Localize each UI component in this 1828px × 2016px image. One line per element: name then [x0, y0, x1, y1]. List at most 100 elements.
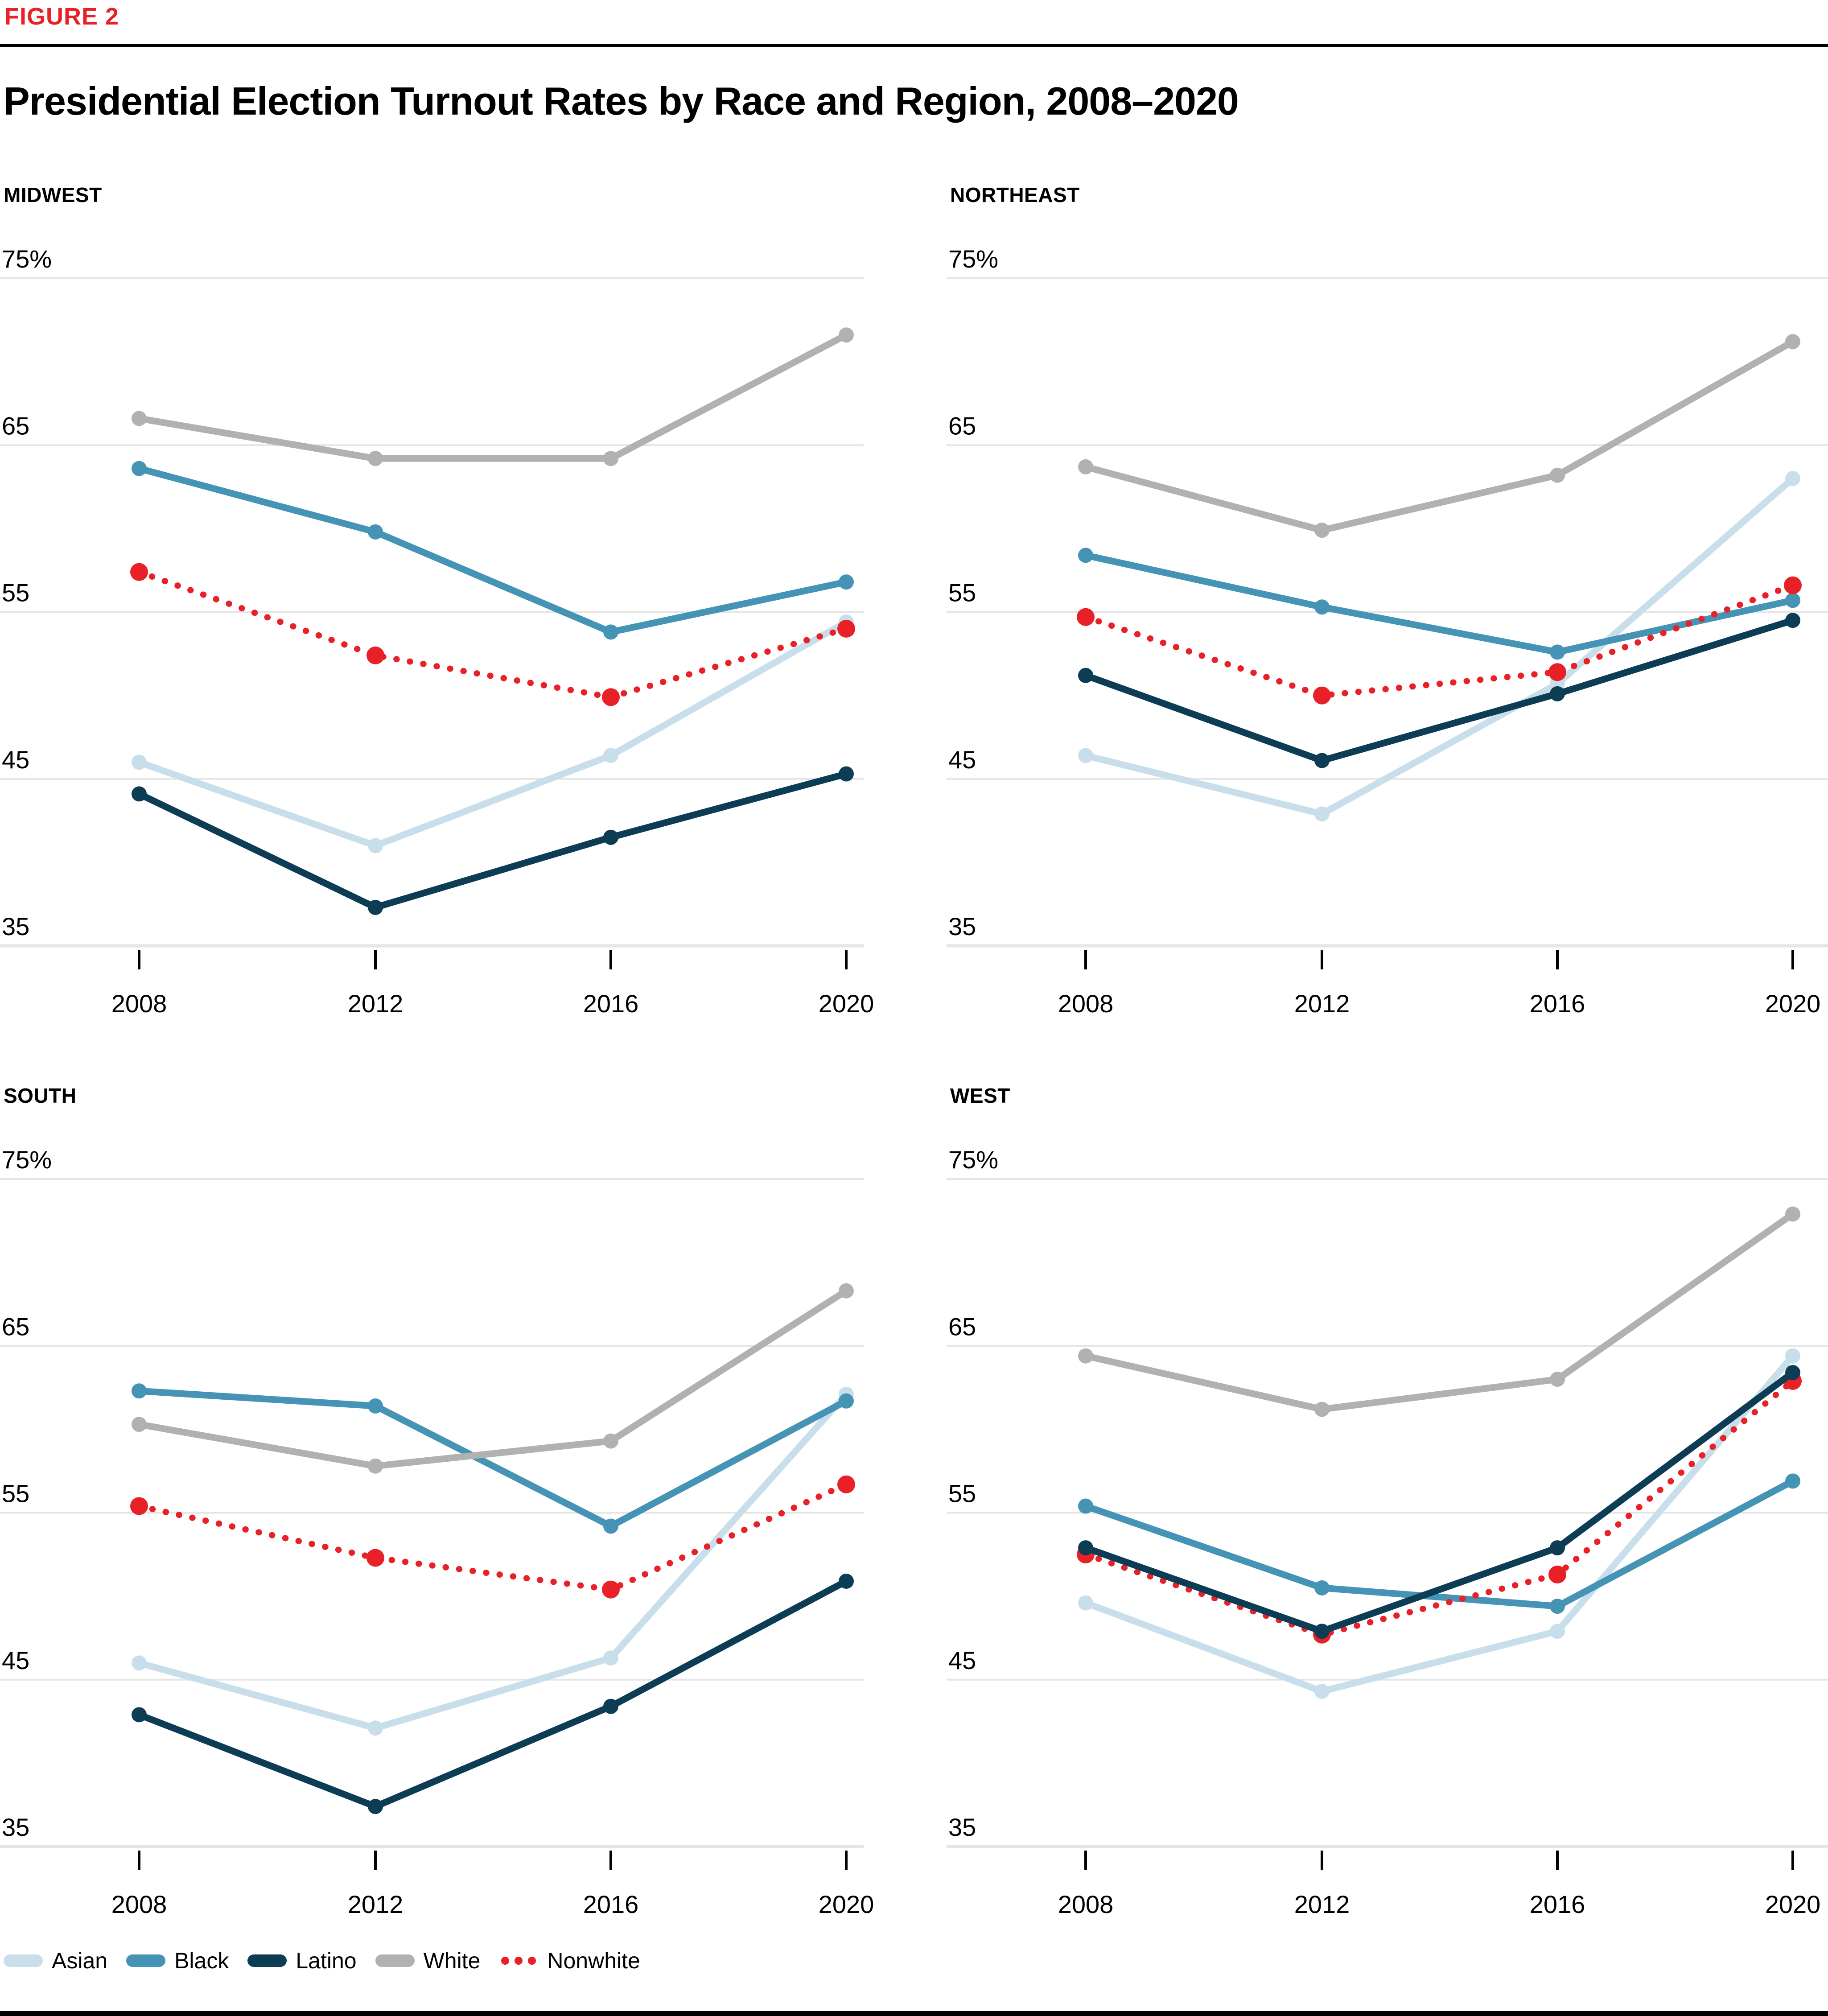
series-asian: [132, 614, 854, 853]
series-line-latino: [1082, 617, 1796, 764]
series-asian: [1078, 471, 1800, 822]
data-point-black: [1785, 1473, 1800, 1489]
data-point-black: [603, 1518, 618, 1534]
y-tick-label: 35: [2, 912, 29, 940]
data-point-black: [1550, 644, 1565, 660]
y-tick-label: 45: [948, 1646, 976, 1674]
data-point-white: [1785, 1206, 1800, 1222]
gridlines: [0, 277, 864, 948]
data-point-asian: [132, 754, 147, 770]
data-point-black: [1078, 1498, 1093, 1514]
series-nonwhite: [130, 1475, 855, 1599]
data-point-white: [603, 1433, 618, 1449]
data-point-latino: [1785, 1365, 1800, 1381]
data-point-black: [1078, 548, 1093, 563]
series-line-white: [1082, 338, 1796, 534]
top-rule: [0, 44, 1828, 47]
x-tick-label: 2016: [1530, 989, 1585, 1018]
data-point-asian: [1550, 1624, 1565, 1639]
y-tick-label: 75%: [948, 245, 998, 273]
series-line-black: [136, 465, 850, 635]
legend-item-white: White: [375, 1948, 481, 1974]
x-tick-label: 2020: [1765, 1890, 1821, 1918]
series-latino: [1078, 613, 1800, 768]
series-line-nonwhite: [1083, 582, 1796, 699]
data-point-black: [1314, 599, 1330, 615]
data-point-latino: [1078, 1540, 1093, 1556]
y-tick-label: 65: [2, 1312, 29, 1340]
series-line-asian: [136, 618, 850, 849]
legend-swatch-asian-icon: [4, 1954, 43, 1967]
data-point-nonwhite: [366, 646, 384, 664]
data-point-nonwhite: [1548, 663, 1566, 681]
series-line-white: [136, 331, 850, 462]
data-point-asian: [1314, 1683, 1330, 1699]
series-line-asian: [1082, 1352, 1796, 1695]
series-white: [1078, 334, 1800, 538]
series-black: [132, 1383, 854, 1534]
legend-label-latino: Latino: [296, 1948, 357, 1973]
legend-label-nonwhite: Nonwhite: [547, 1948, 640, 1973]
y-tick-label: 55: [2, 579, 29, 607]
series-line-white: [136, 1287, 850, 1470]
data-point-latino: [1314, 753, 1330, 768]
series-line-latino: [136, 1578, 850, 1810]
series-line-asian: [1082, 475, 1796, 817]
data-point-white: [368, 1458, 383, 1474]
panel-midwest: MIDWEST 75% 65 55 45 35 2008 2012 2016 2020: [0, 183, 874, 1039]
gridlines: [0, 1178, 864, 1848]
x-tick-label: 2016: [583, 1890, 639, 1918]
data-point-white: [132, 411, 147, 426]
chart-south: 75% 65 55 45 35 2008 2012 2016 2020: [0, 1146, 874, 1918]
x-tick-label: 2008: [111, 1890, 167, 1918]
legend-swatch-nonwhite-icon: [499, 1954, 538, 1967]
data-point-white: [1078, 459, 1093, 474]
legend-swatch-black-icon: [126, 1954, 166, 1967]
data-point-latino: [1550, 686, 1565, 701]
y-tick-label: 75%: [2, 245, 52, 273]
series-line-nonwhite: [136, 569, 849, 701]
data-point-latino: [132, 786, 147, 802]
y-tick-label: 75%: [948, 1146, 998, 1174]
series-latino: [1078, 1365, 1800, 1639]
data-point-white: [1550, 467, 1565, 483]
data-point-latino: [839, 1573, 854, 1589]
series-black: [132, 461, 854, 640]
legend-label-white: White: [423, 1948, 481, 1973]
data-point-asian: [1785, 1348, 1800, 1364]
y-tick-label: 55: [948, 1480, 976, 1508]
data-point-asian: [603, 1650, 618, 1666]
data-point-white: [132, 1417, 147, 1432]
data-point-latino: [132, 1707, 147, 1723]
series-latino: [132, 766, 854, 915]
x-tick-label: 2012: [1294, 1890, 1350, 1918]
y-tick-label: 65: [2, 412, 29, 440]
series-line-white: [1082, 1211, 1796, 1413]
series-latino: [132, 1573, 854, 1814]
panel-title-midwest: MIDWEST: [4, 183, 102, 206]
data-point-latino: [839, 766, 854, 782]
data-point-white: [839, 1283, 854, 1299]
y-tick-label: 55: [948, 579, 976, 607]
x-tick-label: 2008: [1058, 989, 1114, 1018]
series-line-latino: [136, 771, 850, 911]
data-point-nonwhite: [837, 1475, 855, 1493]
footer-bar: [0, 2011, 1828, 2016]
chart-west: 75% 65 55 45 35 2008 2012 2016 2020: [947, 1146, 1828, 1918]
gridlines: [947, 1178, 1828, 1848]
series-white: [132, 327, 854, 466]
panel-title-west: WEST: [950, 1084, 1010, 1107]
figure-label: FIGURE 2: [4, 3, 119, 30]
series-white: [132, 1283, 854, 1474]
data-point-nonwhite: [130, 563, 148, 581]
x-tick-label: 2012: [348, 1890, 403, 1918]
data-point-white: [603, 451, 618, 466]
data-point-black: [368, 1398, 383, 1414]
data-point-asian: [368, 838, 383, 853]
data-point-black: [839, 1393, 854, 1409]
data-point-white: [368, 451, 383, 466]
data-point-latino: [368, 1799, 383, 1814]
data-point-latino: [603, 829, 618, 845]
panel-west: WEST 75% 65 55 45 35 2008 2012 2016 2020: [947, 1084, 1828, 1940]
